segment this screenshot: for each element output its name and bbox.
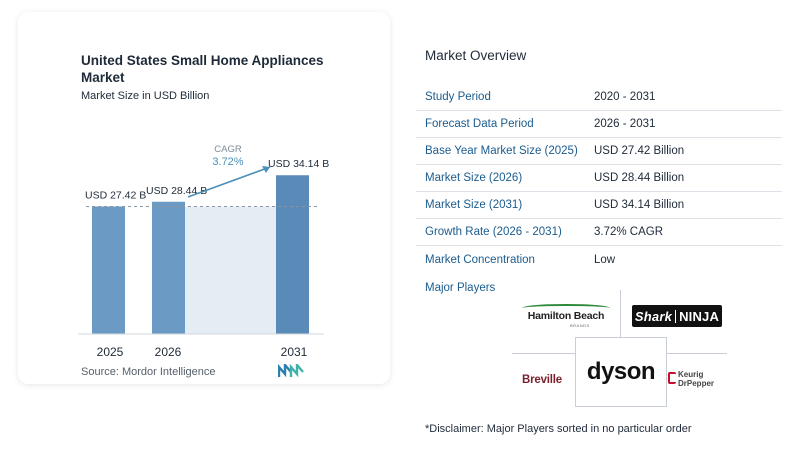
players-divider-vertical	[620, 290, 621, 337]
row-label: Growth Rate (2026 - 2031)	[425, 226, 562, 238]
row-value: USD 34.14 Billion	[594, 199, 685, 211]
ninja-name: NINJA	[679, 308, 720, 324]
hamilton-beach-arc-icon	[522, 304, 610, 312]
overview-row: Market Concentration Low	[416, 246, 782, 273]
hamilton-beach-name: Hamilton Beach	[527, 310, 605, 322]
row-value: Low	[594, 253, 616, 266]
row-value: 2026 - 2031	[594, 118, 656, 130]
x-tick-label: 2031	[281, 345, 308, 359]
chart-title: United States Small Home Appliances Mark…	[81, 53, 324, 85]
row-value: 3.72% CAGR	[594, 226, 664, 238]
overview-row: Study Period 2020 - 2031	[416, 84, 782, 111]
disclaimer-text: *Disclaimer: Major Players sorted in no …	[425, 423, 692, 435]
x-tick-label: 2025	[97, 345, 124, 359]
data-label: USD 34.14 B	[268, 158, 329, 170]
chart-source: Source: Mordor Intelligence	[81, 366, 216, 378]
hamilton-beach-logo: Hamilton Beach BRANDS	[512, 302, 620, 330]
breville-logo: Breville	[516, 370, 568, 390]
bar	[152, 201, 185, 334]
hamilton-beach-sub: BRANDS	[570, 323, 590, 328]
row-label: Market Size (2031)	[425, 199, 523, 211]
keurig-name: Keurig	[678, 370, 704, 379]
cagr-arrow-line	[187, 166, 271, 198]
bar-chart: USD 27.42 B USD 28.44 B USD 34.14 B 2025 202…	[78, 144, 329, 359]
sharkninja-separator	[675, 309, 677, 323]
chart-subtitle: Market Size in USD Billion	[81, 90, 210, 102]
sharkninja-logo: Shark NINJA	[632, 305, 722, 327]
major-players-title: Major Players	[425, 282, 496, 294]
drpepper-name: DrPepper	[678, 379, 715, 388]
row-label: Base Year Market Size (2025)	[425, 145, 578, 157]
row-value: USD 28.44 Billion	[594, 172, 685, 184]
shark-name: Shark	[634, 308, 673, 324]
cagr-arrow-head	[262, 166, 270, 173]
overview-row: Base Year Market Size (2025) USD 27.42 B…	[416, 138, 782, 165]
keurig-k-icon	[668, 372, 676, 384]
dyson-name: dyson	[586, 358, 656, 385]
cagr-label: CAGR	[214, 144, 242, 155]
forecast-shade	[185, 206, 276, 334]
row-label: Market Size (2026)	[425, 172, 523, 184]
chart-card: USD 27.42 B USD 28.44 B USD 34.14 B 2025 202…	[18, 12, 390, 384]
overview-row: Forecast Data Period 2026 - 2031	[416, 111, 782, 138]
overview-row: Growth Rate (2026 - 2031) 3.72% CAGR	[416, 219, 782, 246]
bar	[276, 175, 309, 334]
keurig-drpepper-logo: Keurig DrPepper	[668, 366, 728, 392]
mordor-logo-icon	[278, 364, 304, 378]
overview-row: Market Size (2031) USD 34.14 Billion	[416, 192, 782, 219]
row-label: Forecast Data Period	[425, 118, 534, 130]
overview-table: Study Period 2020 - 2031 Forecast Data P…	[416, 84, 782, 273]
data-label: USD 27.42 B	[85, 189, 146, 201]
x-tick-label: 2026	[155, 345, 182, 359]
cagr-value: 3.72%	[212, 156, 243, 168]
players-divider-horizontal	[667, 353, 727, 354]
breville-name: Breville	[522, 374, 562, 386]
row-label: Market Concentration	[425, 253, 535, 266]
data-label: USD 28.44 B	[146, 185, 207, 197]
row-value: USD 27.42 Billion	[594, 145, 685, 157]
row-label: Study Period	[425, 91, 491, 103]
dyson-logo: dyson	[575, 337, 667, 407]
market-overview-title: Market Overview	[425, 48, 527, 63]
row-value: 2020 - 2031	[594, 91, 656, 103]
bar	[92, 206, 125, 334]
overview-row: Market Size (2026) USD 28.44 Billion	[416, 165, 782, 192]
players-divider-horizontal	[512, 353, 575, 354]
